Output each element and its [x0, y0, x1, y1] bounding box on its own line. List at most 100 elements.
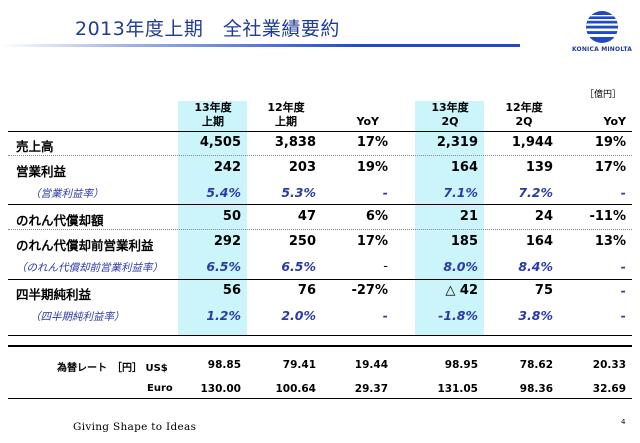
- cell-netmargin-12q2: 3.8%: [518, 308, 553, 323]
- cell-netinc-yoy2: -: [620, 283, 626, 298]
- rule: [8, 131, 632, 132]
- cell-opbg-13q2: 185: [450, 234, 478, 249]
- globe-logo-icon: [586, 11, 618, 43]
- cell-opmargin-13h1: 5.4%: [206, 185, 241, 200]
- row-label-goodwill: のれん代償却額: [16, 213, 104, 228]
- row-label-op-before-goodwill: のれん代償却前営業利益: [16, 238, 154, 253]
- col-header-line1: 12年度: [505, 101, 543, 114]
- cell-fx-euro-yoy1: 29.37: [354, 383, 388, 395]
- cell-sales-13q2: 2,319: [436, 135, 478, 150]
- rule: [8, 204, 632, 205]
- title-underline: [0, 44, 520, 47]
- cell-fx-euro-12h1: 100.64: [275, 383, 316, 395]
- cell-goodwill-13q2: 21: [459, 209, 478, 224]
- col-header-line1: 12年度: [267, 101, 305, 114]
- rule: [8, 335, 632, 336]
- row-label-operating-margin: （営業利益率）: [30, 188, 104, 200]
- cell-opbg-12h1: 250: [288, 234, 316, 249]
- cell-fx-usd-13q2: 98.95: [444, 359, 478, 371]
- cell-opbg-12q2: 164: [525, 234, 553, 249]
- cell-fx-euro-13h1: 130.00: [200, 383, 241, 395]
- cell-opbgm-13h1: 6.5%: [206, 259, 241, 274]
- cell-opinc-13h1: 242: [213, 160, 241, 175]
- col-header-13h1: 13年度 上期: [179, 101, 247, 129]
- cell-fx-euro-12q2: 98.36: [519, 383, 553, 395]
- rule: [8, 398, 632, 399]
- cell-opbgm-12q2: 8.4%: [518, 259, 553, 274]
- cell-opbgm-yoy2: -: [620, 259, 626, 274]
- col-header-line2: 2Q: [515, 115, 533, 128]
- cell-opmargin-12h1: 5.3%: [281, 185, 316, 200]
- cell-fx-usd-13h1: 98.85: [207, 359, 241, 371]
- cell-opinc-12h1: 203: [288, 160, 316, 175]
- cell-netinc-yoy1: -27%: [351, 283, 388, 298]
- cell-goodwill-yoy1: 6%: [365, 209, 388, 224]
- page-title: 2013年度上期 全社業績要約: [75, 18, 340, 40]
- cell-opmargin-12q2: 7.2%: [518, 185, 553, 200]
- cell-fx-euro-13q2: 131.05: [437, 383, 478, 395]
- footer-slogan: Giving Shape to Ideas: [73, 421, 197, 433]
- cell-opbg-yoy2: 13%: [594, 234, 626, 249]
- row-label-fx-usd: 為替レート ［円］ US$: [57, 363, 168, 374]
- rule: [8, 345, 632, 347]
- cell-opbgm-yoy1: -: [383, 259, 388, 274]
- col-header-line2: 2Q: [441, 115, 459, 128]
- row-label-fx-euro: Euro: [147, 383, 173, 394]
- company-logo: KONICA MINOLTA: [571, 10, 633, 53]
- cell-opbg-13h1: 292: [213, 234, 241, 249]
- cell-goodwill-12q2: 24: [534, 209, 553, 224]
- cell-opinc-12q2: 139: [525, 160, 553, 175]
- row-label-op-margin-before-goodwill: （のれん代償却前営業利益率）: [16, 262, 163, 274]
- cell-netmargin-13q2: -1.8%: [438, 308, 478, 323]
- cell-sales-yoy1: 17%: [356, 135, 388, 150]
- cell-sales-12h1: 3,838: [274, 135, 316, 150]
- logo-wordmark: KONICA MINOLTA: [571, 46, 633, 53]
- cell-netinc-13h1: 56: [222, 283, 241, 298]
- cell-opmargin-yoy2: -: [620, 185, 626, 200]
- row-label-sales: 売上高: [16, 139, 54, 154]
- cell-opbgm-13q2: 8.0%: [443, 259, 478, 274]
- cell-netinc-12h1: 76: [297, 283, 316, 298]
- cell-netinc-12q2: 75: [534, 283, 553, 298]
- col-header-line2: 上期: [275, 115, 297, 128]
- rule: [8, 155, 632, 156]
- row-label-operating-income: 営業利益: [16, 164, 67, 179]
- cell-sales-yoy2: 19%: [594, 135, 626, 150]
- col-header-yoy-2q: YoY: [603, 115, 626, 128]
- cell-fx-usd-yoy2: 20.33: [592, 359, 626, 371]
- col-header-line2: 上期: [202, 115, 224, 128]
- cell-sales-12q2: 1,944: [511, 135, 553, 150]
- unit-label: ［億円］: [585, 90, 622, 100]
- col-header-12q2: 12年度 2Q: [490, 101, 558, 129]
- cell-opinc-yoy1: 19%: [356, 160, 388, 175]
- cell-goodwill-13h1: 50: [222, 209, 241, 224]
- col-header-line1: 13年度: [194, 101, 232, 114]
- cell-opbg-yoy1: 17%: [356, 234, 388, 249]
- cell-opbgm-12h1: 6.5%: [281, 259, 316, 274]
- cell-sales-13h1: 4,505: [199, 135, 241, 150]
- cell-goodwill-12h1: 47: [297, 209, 316, 224]
- row-label-net-margin: （四半期純利益率）: [30, 311, 125, 323]
- col-header-line1: 13年度: [431, 101, 469, 114]
- cell-netmargin-yoy1: -: [382, 308, 388, 323]
- cell-opinc-13q2: 164: [450, 160, 478, 175]
- highlight-column-h1: [178, 101, 247, 335]
- col-header-yoy-h1: YoY: [356, 115, 379, 128]
- rule: [8, 229, 632, 230]
- page-number: 4: [621, 418, 626, 426]
- cell-goodwill-yoy2: -11%: [589, 209, 626, 224]
- col-header-13q2: 13年度 2Q: [416, 101, 484, 129]
- cell-fx-euro-yoy2: 32.69: [592, 383, 626, 395]
- cell-netmargin-12h1: 2.0%: [281, 308, 316, 323]
- highlight-column-2q: [415, 101, 484, 335]
- cell-opinc-yoy2: 17%: [594, 160, 626, 175]
- cell-netmargin-yoy2: -: [620, 308, 626, 323]
- rule: [8, 279, 632, 280]
- cell-fx-usd-12q2: 78.62: [519, 359, 553, 371]
- row-label-net-income: 四半期純利益: [16, 287, 92, 302]
- cell-opmargin-yoy1: -: [382, 185, 388, 200]
- cell-fx-usd-12h1: 79.41: [282, 359, 316, 371]
- cell-netinc-13q2: △ 42: [445, 283, 478, 298]
- cell-fx-usd-yoy1: 19.44: [354, 359, 388, 371]
- col-header-12h1: 12年度 上期: [252, 101, 320, 129]
